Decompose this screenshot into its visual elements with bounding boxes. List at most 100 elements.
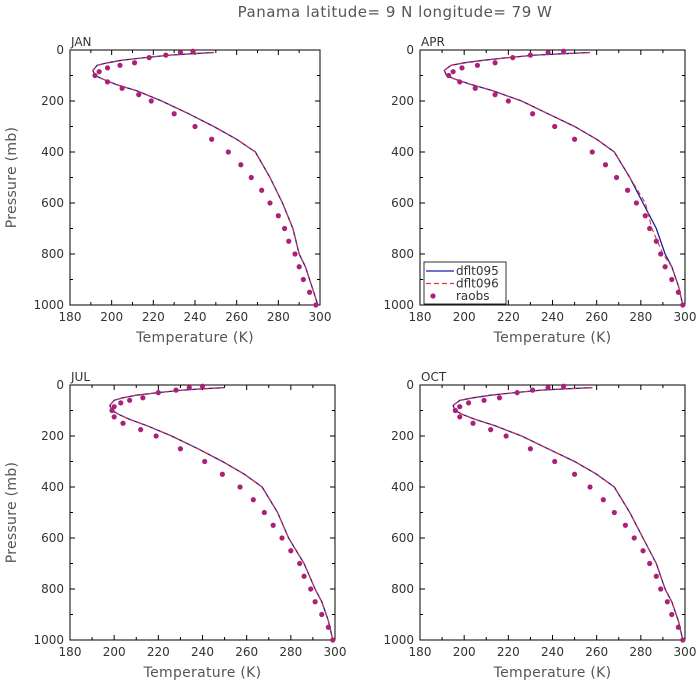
- raobs-point-apr: [653, 238, 659, 244]
- raobs-point-jan: [286, 238, 292, 244]
- raobs-point-jan: [275, 213, 281, 219]
- x-tick-label: 180: [59, 645, 82, 659]
- y-tick-label: 400: [391, 145, 414, 159]
- raobs-point-jan: [136, 92, 142, 98]
- x-tick-label: 280: [279, 645, 302, 659]
- x-tick-label: 220: [497, 310, 520, 324]
- raobs-point-apr: [472, 85, 478, 91]
- raobs-point-apr: [624, 187, 631, 193]
- raobs-point-jul: [140, 395, 146, 401]
- raobs-point-apr: [492, 92, 498, 98]
- panel-label-jan: JAN: [70, 35, 92, 49]
- raobs-point-jan: [131, 60, 138, 66]
- raobs-point-oct: [571, 471, 578, 477]
- raobs-point-apr: [602, 162, 609, 168]
- y-tick-label: 600: [41, 531, 64, 545]
- legend-label-dflt095: dflt095: [456, 264, 499, 278]
- raobs-point-apr: [552, 123, 558, 130]
- raobs-point-jul: [186, 384, 192, 391]
- raobs-point-oct: [664, 599, 670, 605]
- y-tick-label: 1000: [383, 633, 414, 647]
- y-tick-label: 200: [41, 429, 64, 443]
- raobs-point-apr: [647, 225, 653, 232]
- raobs-point-oct: [587, 484, 593, 490]
- y-tick-label: 800: [41, 582, 64, 596]
- x-tick-label: 240: [184, 310, 207, 324]
- x-tick-label: 180: [409, 645, 432, 659]
- y-tick-label: 0: [406, 378, 414, 392]
- y-tick-label: 400: [41, 480, 64, 494]
- raobs-point-oct: [647, 560, 653, 567]
- raobs-point-jul: [288, 548, 294, 554]
- raobs-point-apr: [545, 49, 551, 56]
- raobs-point-jan: [209, 136, 215, 142]
- y-tick-label: 600: [391, 196, 414, 210]
- x-tick-label: 280: [629, 310, 652, 324]
- raobs-point-jan: [267, 200, 273, 206]
- raobs-point-oct: [552, 458, 558, 465]
- plot-frame-jan: [69, 49, 321, 306]
- raobs-point-jul: [118, 400, 124, 406]
- raobs-point-oct: [496, 395, 503, 401]
- raobs-point-apr: [446, 72, 452, 79]
- x-tick-label: 280: [267, 310, 290, 324]
- raobs-point-jan: [148, 98, 154, 104]
- x-tick-label: 220: [497, 645, 520, 659]
- x-tick-label: 240: [541, 645, 564, 659]
- dflt095-line-oct: [452, 386, 684, 641]
- raobs-point-apr: [530, 111, 536, 117]
- raobs-point-apr: [492, 60, 498, 66]
- x-tick-label: 200: [453, 645, 476, 659]
- y-tick-label: 200: [391, 94, 414, 108]
- raobs-point-apr: [510, 55, 516, 61]
- raobs-point-oct: [488, 427, 494, 433]
- x-tick-label: 260: [585, 645, 608, 659]
- raobs-point-jan: [281, 225, 288, 232]
- raobs-point-apr: [613, 174, 620, 181]
- x-tick-label: 180: [59, 310, 82, 324]
- raobs-point-jul: [120, 420, 126, 426]
- raobs-point-jan: [171, 111, 177, 117]
- x-tick-label: 220: [147, 645, 170, 659]
- raobs-point-oct: [457, 414, 463, 420]
- raobs-point-jan: [104, 65, 111, 71]
- y-tick-label: 800: [391, 582, 414, 596]
- raobs-point-apr: [560, 48, 567, 54]
- panel-jan: JAN 180 200 220 240 260 280 300 0 200 400 600 800 100…: [4, 35, 331, 346]
- raobs-point-jan: [190, 48, 196, 54]
- y-axis-label-jul: Pressure (mb): [4, 462, 20, 564]
- raobs-point-jan: [238, 162, 244, 168]
- raobs-point-jan: [313, 302, 319, 308]
- x-tick-label: 240: [191, 645, 214, 659]
- raobs-point-oct: [611, 509, 617, 516]
- raobs-point-jul: [153, 433, 159, 439]
- dflt096-line-apr: [443, 51, 684, 306]
- raobs-point-jan: [300, 276, 306, 283]
- dflt095-line-jan: [92, 51, 319, 306]
- raobs-point-jul: [155, 390, 161, 396]
- y-tick-label: 1000: [383, 298, 414, 312]
- figure-title: Panama latitude= 9 N longitude= 79 W: [238, 3, 553, 21]
- x-tick-label: 300: [309, 310, 332, 324]
- raobs-point-apr: [450, 69, 456, 75]
- raobs-point-jul: [330, 637, 336, 643]
- x-tick-label: 220: [142, 310, 165, 324]
- raobs-point-oct: [631, 535, 637, 541]
- raobs-point-jul: [219, 471, 225, 477]
- raobs-point-oct: [640, 548, 646, 554]
- dflt096-line-oct: [452, 387, 684, 641]
- x-tick-label: 260: [585, 310, 608, 324]
- raobs-point-jan: [96, 69, 102, 75]
- raobs-point-jul: [111, 414, 117, 420]
- raobs-point-oct: [669, 611, 675, 618]
- raobs-point-jul: [199, 383, 206, 389]
- raobs-point-jan: [248, 174, 254, 181]
- raobs-point-oct: [675, 624, 681, 630]
- dflt096-line-jul: [109, 387, 334, 641]
- raobs-point-jul: [308, 586, 314, 592]
- raobs-point-apr: [505, 98, 511, 104]
- raobs-point-jul: [177, 446, 184, 452]
- y-tick-label: 400: [41, 145, 64, 159]
- y-tick-label: 600: [391, 531, 414, 545]
- y-tick-label: 600: [41, 196, 64, 210]
